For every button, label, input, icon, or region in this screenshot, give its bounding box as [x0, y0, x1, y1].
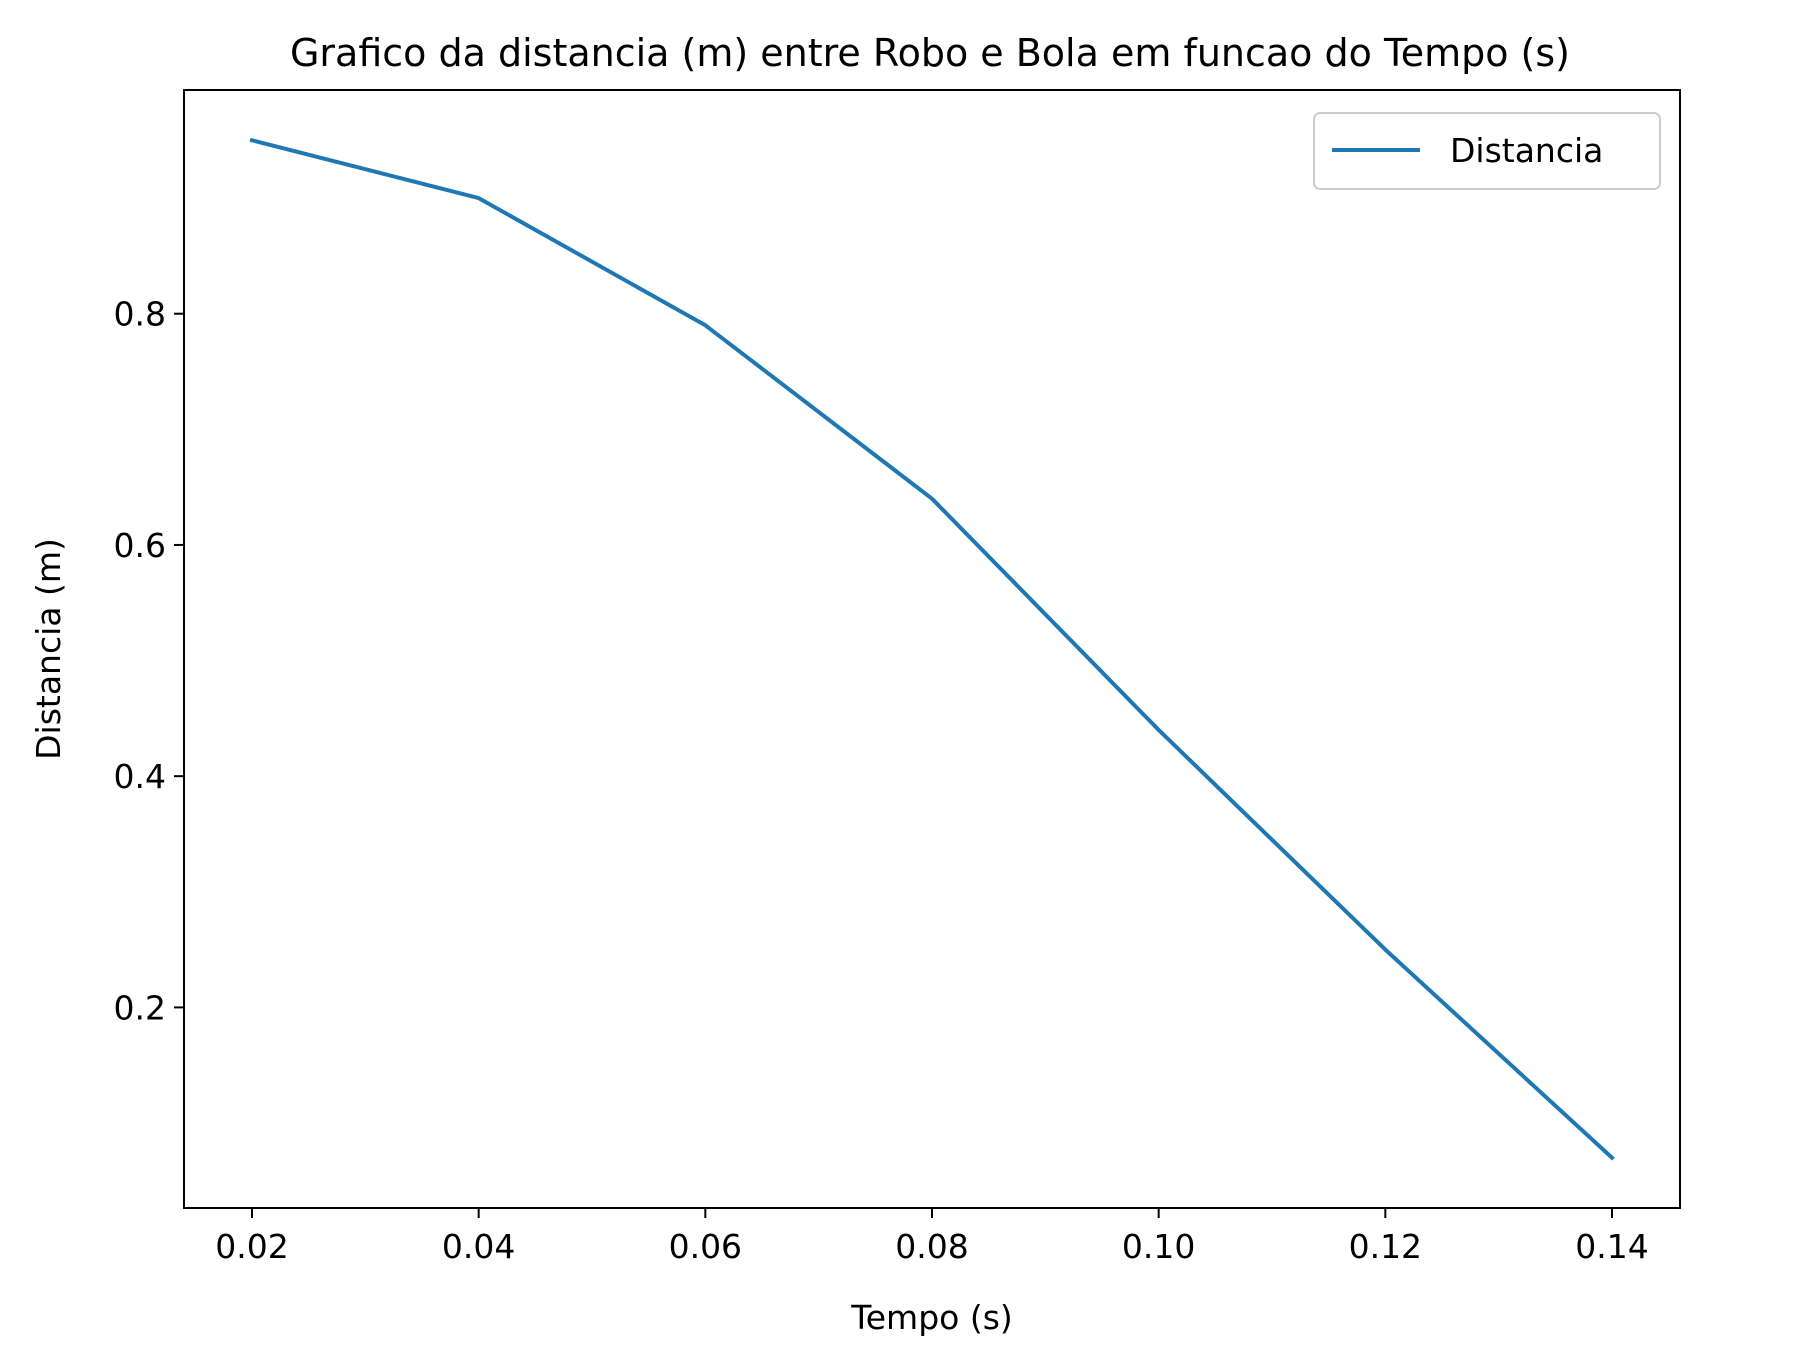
- x-axis-label: Tempo (s): [850, 1298, 1013, 1337]
- data-point: [477, 196, 481, 200]
- data-point: [1610, 1156, 1614, 1160]
- x-tick-label: 0.08: [895, 1227, 968, 1266]
- y-tick-label: 0.4: [114, 757, 166, 796]
- series-layer: [249, 137, 1615, 1161]
- x-tick-label: 0.04: [442, 1227, 515, 1266]
- x-tick-label: 0.02: [215, 1227, 288, 1266]
- x-tick-label: 0.06: [669, 1227, 742, 1266]
- y-tick-label: 0.8: [114, 295, 166, 334]
- y-tick-label: 0.6: [114, 526, 166, 565]
- y-tick-label: 0.2: [114, 988, 166, 1027]
- data-point: [703, 323, 707, 327]
- series-line-distancia: [249, 137, 1615, 1161]
- x-tick-label: 0.14: [1575, 1227, 1648, 1266]
- y-axis-label: Distancia (m): [29, 538, 68, 760]
- legend-box: [1313, 112, 1661, 190]
- data-point: [1383, 948, 1387, 952]
- legend: Distancia: [1313, 112, 1661, 190]
- data-point: [250, 138, 254, 142]
- x-tick-label: 0.10: [1122, 1227, 1195, 1266]
- data-point: [1157, 728, 1161, 732]
- legend-label-distancia: Distancia: [1450, 131, 1603, 170]
- chart-title: Grafico da distancia (m) entre Robo e Bo…: [290, 31, 1570, 75]
- x-axis-ticks: 0.02 0.04 0.06 0.08 0.10 0.12 0.14: [215, 1208, 1649, 1266]
- x-tick-label: 0.12: [1349, 1227, 1422, 1266]
- plot-area-frame: [183, 89, 1681, 1209]
- y-axis-ticks: 0.2 0.4 0.6 0.8: [114, 295, 184, 1027]
- data-point: [930, 497, 934, 501]
